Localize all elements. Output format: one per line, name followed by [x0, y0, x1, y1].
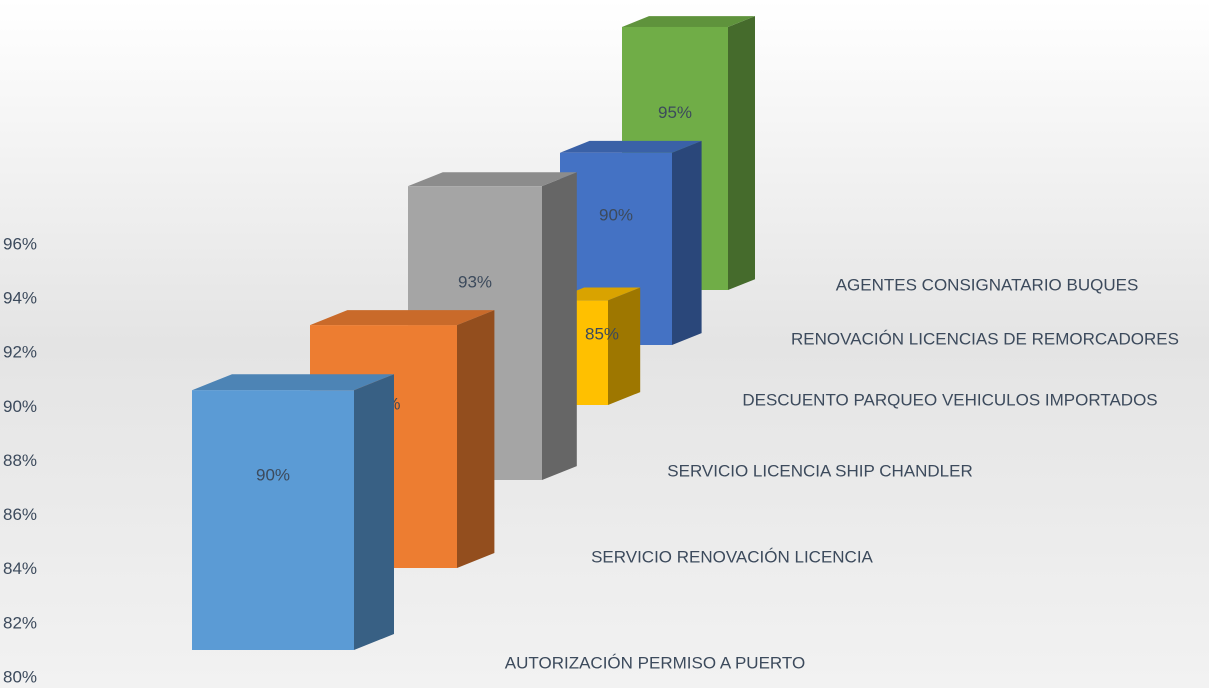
category-label: AGENTES CONSIGNATARIO BUQUES: [836, 275, 1139, 294]
bar-top: [408, 172, 577, 187]
value-label: 95%: [658, 103, 692, 122]
value-label: 90%: [599, 206, 633, 225]
y-tick-label: 80%: [3, 667, 37, 686]
bar-side: [728, 16, 755, 291]
bar-top: [622, 16, 755, 27]
bar-side: [457, 310, 495, 568]
y-tick-label: 96%: [3, 234, 37, 253]
bar-top: [192, 374, 394, 391]
y-tick-label: 82%: [3, 613, 37, 632]
value-label: 85%: [585, 324, 619, 343]
value-label: 90%: [256, 465, 290, 484]
bar-side: [672, 140, 702, 345]
bar-side: [608, 287, 641, 405]
y-tick-label: 90%: [3, 397, 37, 416]
y-tick-label: 94%: [3, 289, 37, 308]
bar-top: [560, 140, 702, 153]
bar-side: [542, 172, 577, 480]
bar-top: [310, 310, 495, 326]
y-tick-label: 86%: [3, 505, 37, 524]
category-label: RENOVACIÓN LICENCIAS DE REMORCADORES: [791, 329, 1179, 348]
category-label: SERVICIO RENOVACIÓN LICENCIA: [591, 547, 873, 566]
bar-side: [354, 374, 394, 650]
y-tick-label: 84%: [3, 559, 37, 578]
y-tick-label: 92%: [3, 343, 37, 362]
category-label: SERVICIO LICENCIA SHIP CHANDLER: [667, 461, 972, 480]
value-label: 93%: [458, 273, 492, 292]
category-label: AUTORIZACIÓN PERMISO A PUERTO: [505, 653, 805, 672]
category-label: DESCUENTO PARQUEO VEHICULOS IMPORTADOS: [742, 390, 1157, 409]
y-tick-label: 88%: [3, 451, 37, 470]
bar: [192, 390, 354, 650]
